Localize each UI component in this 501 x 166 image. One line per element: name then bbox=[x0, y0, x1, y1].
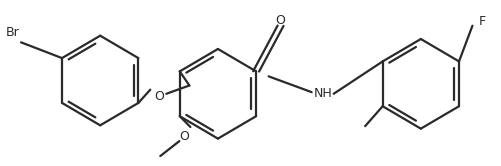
Text: Br: Br bbox=[6, 26, 20, 39]
Text: F: F bbox=[478, 15, 485, 28]
Text: O: O bbox=[154, 90, 164, 103]
Text: O: O bbox=[276, 14, 286, 27]
Text: O: O bbox=[179, 130, 189, 143]
Text: NH: NH bbox=[313, 87, 332, 100]
